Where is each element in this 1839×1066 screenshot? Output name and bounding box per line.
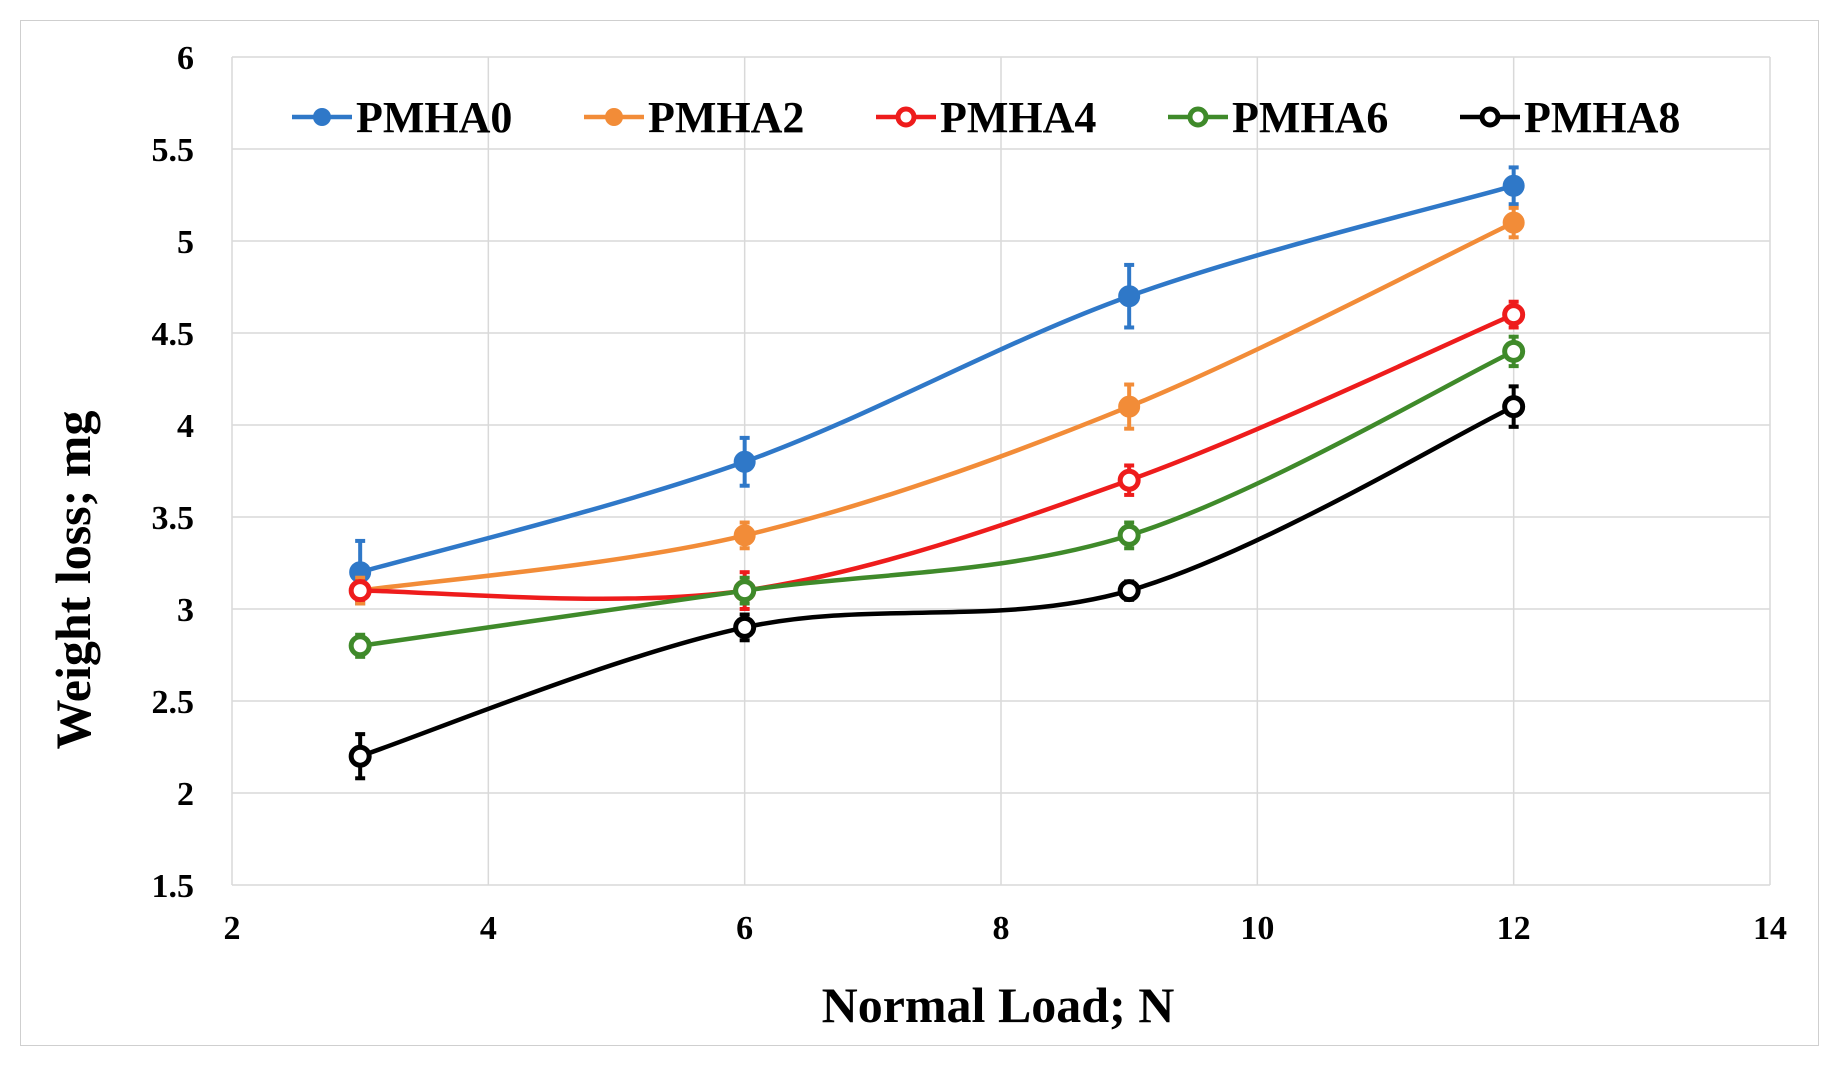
- legend-marker: [313, 108, 331, 126]
- y-tick-label: 3: [177, 592, 194, 629]
- data-point: [1502, 339, 1526, 363]
- data-point: [348, 579, 372, 603]
- series-pmha4: [348, 299, 1526, 611]
- data-point: [1502, 303, 1526, 327]
- x-tick-labels: 2 4 6 8 10 12 14: [224, 910, 1788, 947]
- legend-marker: [1187, 106, 1209, 128]
- y-tick-label: 2.5: [152, 684, 195, 721]
- x-tick-label: 6: [736, 910, 753, 947]
- series-line: [359, 183, 1515, 575]
- y-tick-label: 5: [177, 224, 194, 261]
- legend-marker: [605, 108, 623, 126]
- legend-label: PMHA6: [1232, 93, 1388, 142]
- y-tick-label: 3.5: [152, 500, 195, 537]
- data-point: [1502, 395, 1526, 419]
- x-tick-label: 8: [993, 910, 1010, 947]
- data-point: [1117, 523, 1141, 547]
- gridlines: [231, 56, 1771, 886]
- y-tick-label: 4: [177, 408, 194, 445]
- legend-item-pmha2: PMHA2: [584, 93, 804, 142]
- data-point: [1502, 211, 1525, 234]
- data-point: [1117, 579, 1141, 603]
- data-point: [733, 579, 757, 603]
- x-tick-label: 10: [1240, 910, 1274, 947]
- x-tick-label: 4: [480, 910, 497, 947]
- y-axis-title: Weight loss; mg: [45, 411, 101, 750]
- legend-label: PMHA8: [1524, 93, 1680, 142]
- series-layer: [348, 165, 1526, 781]
- legend-item-pmha6: PMHA6: [1168, 93, 1388, 142]
- legend-label: PMHA4: [940, 93, 1096, 142]
- series-pmha8: [348, 384, 1526, 781]
- data-point: [348, 744, 372, 768]
- series-pmha6: [348, 334, 1526, 659]
- data-point: [1502, 174, 1525, 197]
- y-tick-label: 2: [177, 776, 194, 813]
- x-tick-label: 14: [1753, 910, 1787, 947]
- series-line: [360, 312, 1515, 602]
- series-line: [359, 349, 1515, 649]
- y-tick-labels: 1.5 2 2.5 3 3.5 4 4.5 5 5.5 6: [152, 40, 195, 905]
- series-line: [359, 404, 1515, 759]
- data-point: [348, 634, 372, 658]
- legend-marker: [1479, 106, 1501, 128]
- data-point: [733, 524, 756, 547]
- series-line: [359, 220, 1515, 593]
- data-point: [1117, 468, 1141, 492]
- legend-label: PMHA2: [648, 93, 804, 142]
- data-point: [733, 450, 756, 473]
- data-point: [1118, 395, 1141, 418]
- x-axis-title: Normal Load; N: [822, 977, 1175, 1033]
- legend: PMHA0 PMHA2 PMHA4 PMHA6 PMHA8: [292, 93, 1680, 142]
- data-point: [733, 615, 757, 639]
- legend-marker: [895, 106, 917, 128]
- series-pmha0: [349, 165, 1525, 606]
- y-tick-label: 6: [177, 40, 194, 77]
- legend-label: PMHA0: [356, 93, 512, 142]
- legend-item-pmha0: PMHA0: [292, 93, 512, 142]
- legend-item-pmha4: PMHA4: [876, 93, 1096, 142]
- y-tick-label: 5.5: [152, 132, 195, 169]
- x-tick-label: 12: [1497, 910, 1531, 947]
- y-tick-label: 1.5: [152, 868, 195, 905]
- x-tick-label: 2: [224, 910, 241, 947]
- y-tick-label: 4.5: [152, 316, 195, 353]
- data-point: [1118, 285, 1141, 308]
- legend-item-pmha8: PMHA8: [1460, 93, 1680, 142]
